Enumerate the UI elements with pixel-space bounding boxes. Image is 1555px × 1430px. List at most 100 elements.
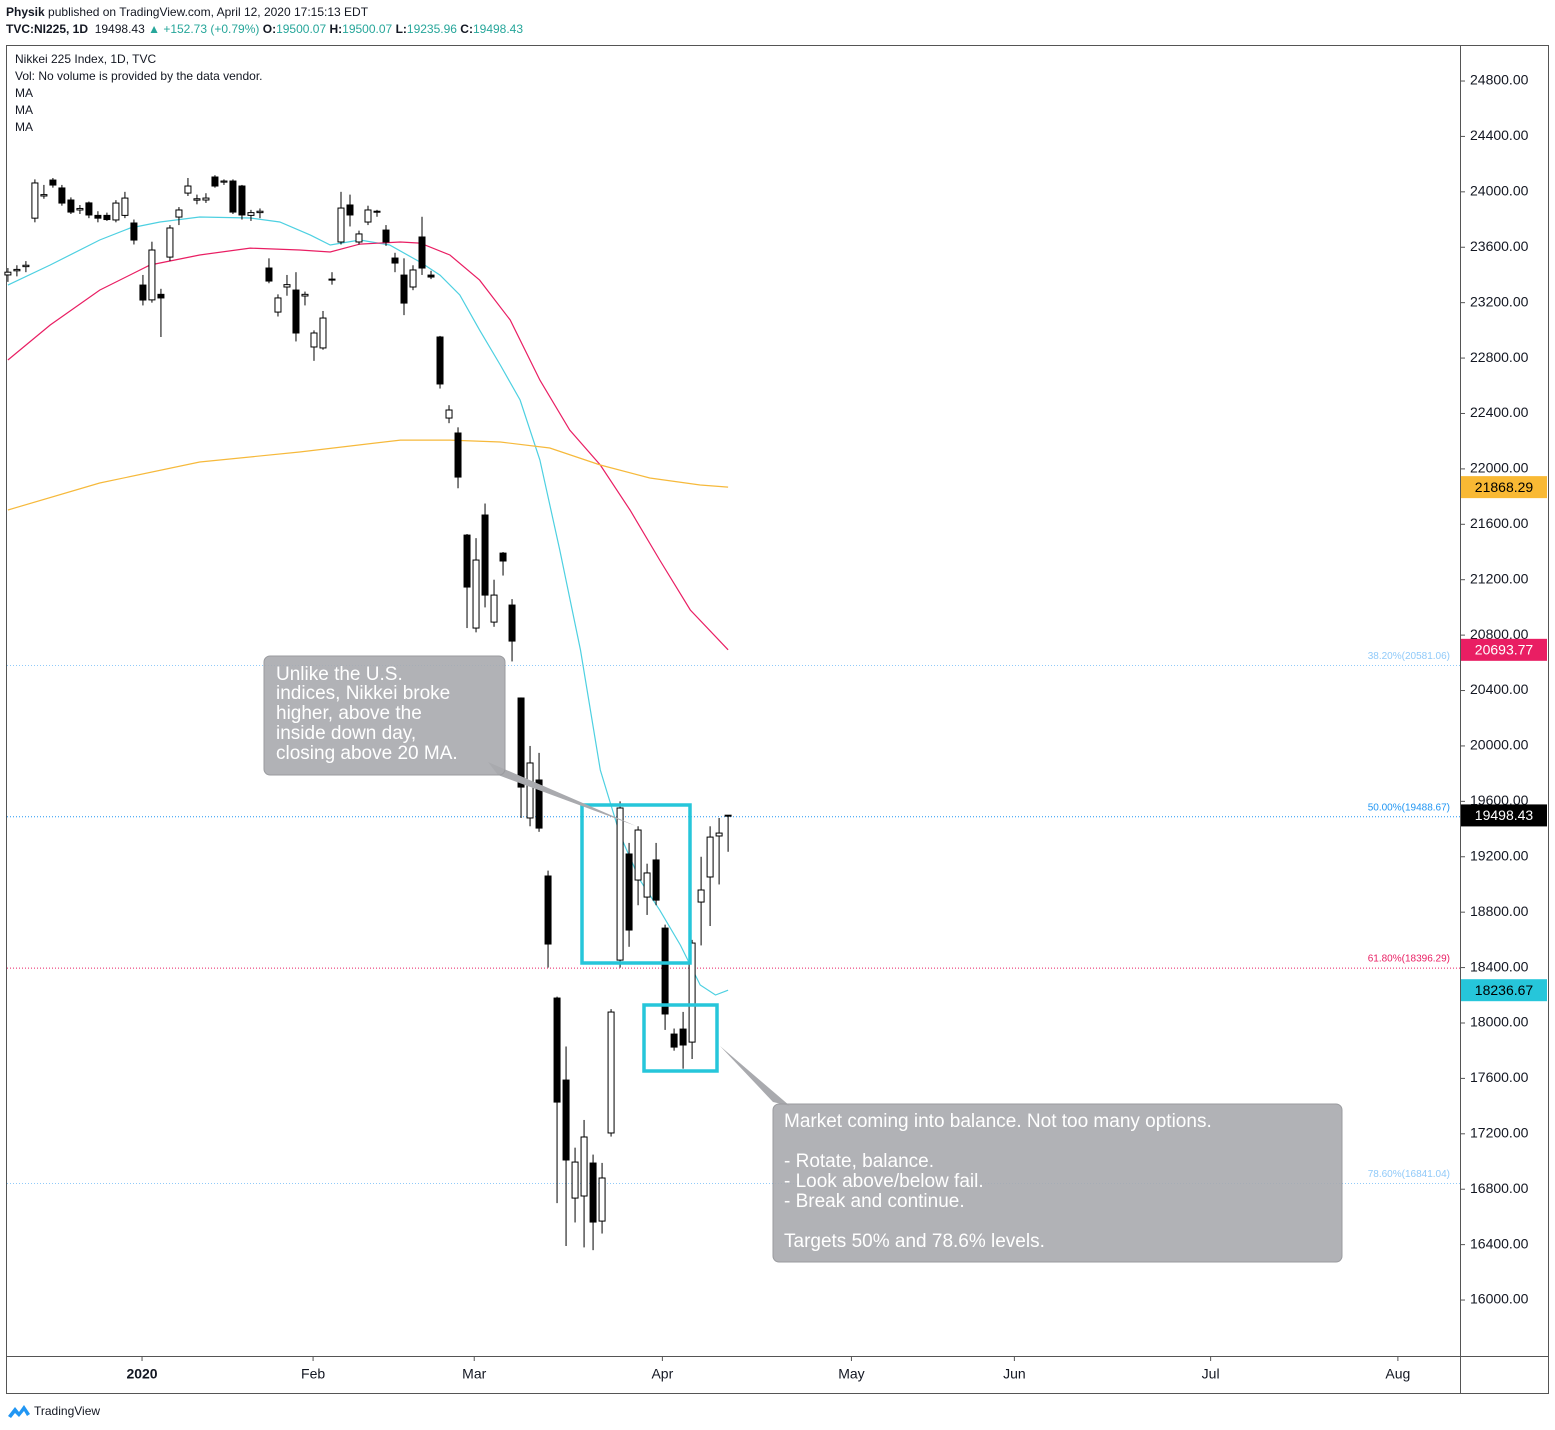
y-tick-label: 24000.00	[1470, 183, 1529, 199]
c-label: C:	[460, 22, 473, 36]
candle-body	[238, 185, 246, 216]
candle-body	[103, 214, 111, 221]
candle-body	[454, 432, 462, 478]
candle-body	[301, 293, 309, 297]
candle-body	[121, 197, 129, 216]
candle-body	[598, 1177, 606, 1222]
candle-body	[571, 1161, 579, 1199]
candle-body	[229, 180, 237, 213]
y-tick-label: 18000.00	[1470, 1014, 1529, 1030]
candle-body	[715, 832, 723, 837]
candle-body	[31, 182, 39, 219]
y-tick-label: 16800.00	[1470, 1180, 1529, 1196]
candle-body	[355, 233, 363, 243]
h: 19500.07	[342, 22, 393, 36]
candle-body	[274, 297, 282, 313]
fib-label: 78.60%(16841.04)	[1368, 1169, 1450, 1180]
c: 19498.43	[472, 22, 524, 36]
candle-layer	[4, 175, 732, 1251]
candle-body	[409, 269, 417, 288]
y-tick-label: 19600.00	[1470, 792, 1529, 808]
price-tag	[1461, 638, 1547, 661]
candle-body	[643, 872, 651, 898]
candle-body	[634, 829, 642, 881]
candle-body	[157, 293, 165, 299]
published: published on TradingView.com, April 12, …	[48, 5, 369, 19]
price-tag-label: 20693.77	[1475, 642, 1534, 658]
y-tick-label: 16000.00	[1470, 1291, 1529, 1307]
callout-text: inside down day,	[276, 723, 416, 744]
candle-body	[373, 210, 381, 213]
candle-body	[58, 187, 66, 204]
y-tick-label: 23200.00	[1470, 293, 1529, 309]
price-tag	[1461, 804, 1547, 827]
y-tick-label: 22800.00	[1470, 349, 1529, 365]
legend-volume: Vol: No volume is provided by the data v…	[15, 69, 262, 83]
candle-body	[499, 552, 507, 562]
candle-body	[283, 284, 291, 288]
y-tick-label: 24800.00	[1470, 72, 1529, 88]
candle-body	[256, 210, 264, 214]
candle-body	[517, 697, 525, 788]
candle-body	[688, 942, 696, 1043]
y-tick-label: 20400.00	[1470, 681, 1529, 697]
legend-entry: MA	[15, 86, 33, 100]
y-tick-label: 18400.00	[1470, 958, 1529, 974]
price-tag-label: 21868.29	[1475, 479, 1534, 495]
candle-body	[508, 604, 516, 642]
x-tick-label: Aug	[1385, 1366, 1410, 1382]
callout-pointer	[720, 1046, 790, 1106]
y-tick-label: 17200.00	[1470, 1125, 1529, 1141]
candle-body	[139, 284, 147, 301]
x-tick-label: Jun	[1003, 1366, 1026, 1382]
candle-body	[553, 997, 561, 1103]
l-label: L:	[395, 22, 407, 36]
publisher: Physik	[6, 5, 45, 19]
callout-text: closing above 20 MA.	[276, 743, 458, 764]
o: 19500.07	[276, 22, 327, 36]
legend-title: Nikkei 225 Index, 1D, TVC	[15, 52, 157, 66]
candle-body	[94, 214, 102, 219]
candle-body	[346, 204, 354, 216]
candle-body	[247, 212, 255, 216]
y-tick-label: 18800.00	[1470, 903, 1529, 919]
candle-body	[544, 875, 552, 945]
candle-body	[364, 209, 372, 223]
candle-body	[13, 268, 21, 272]
candle-body	[481, 514, 489, 596]
y-tick-label: 16400.00	[1470, 1235, 1529, 1251]
candle-body	[175, 209, 183, 218]
x-tick-label: May	[838, 1366, 864, 1382]
candle-body	[292, 289, 300, 334]
callout-text: indices, Nikkei broke	[276, 683, 450, 704]
candle-body	[670, 1033, 678, 1048]
candle-body	[67, 199, 75, 213]
x-tick-label: Jul	[1202, 1366, 1220, 1382]
candle-body	[211, 176, 219, 187]
highlight-box	[580, 803, 692, 965]
candle-body	[535, 779, 543, 829]
callout-text: - Look above/below fail.	[784, 1171, 984, 1192]
o-label: O:	[262, 22, 277, 36]
x-tick-label: 2020	[126, 1366, 157, 1382]
candle-body	[562, 1079, 570, 1161]
ma-line	[7, 439, 729, 511]
price-tag	[1461, 476, 1547, 499]
candle-body	[490, 594, 498, 623]
l: 19235.96	[406, 22, 457, 36]
x-tick-label: Mar	[462, 1366, 486, 1382]
candle-body	[400, 274, 408, 304]
candle-body	[319, 317, 327, 349]
publish-line: Physik published on TradingView.com, Apr…	[6, 5, 368, 19]
price-tag-label: 18236.67	[1475, 982, 1534, 998]
candle-body	[4, 271, 12, 276]
candle-body	[472, 559, 480, 629]
candle-body	[193, 198, 201, 201]
candle-body	[76, 207, 84, 211]
fib-label: 50.00%(19488.67)	[1368, 802, 1450, 813]
y-tick-label: 23600.00	[1470, 238, 1529, 254]
candle-body	[625, 853, 633, 931]
candle-body	[427, 274, 435, 278]
ma-line	[7, 241, 729, 651]
y-tick-label: 21600.00	[1470, 515, 1529, 531]
